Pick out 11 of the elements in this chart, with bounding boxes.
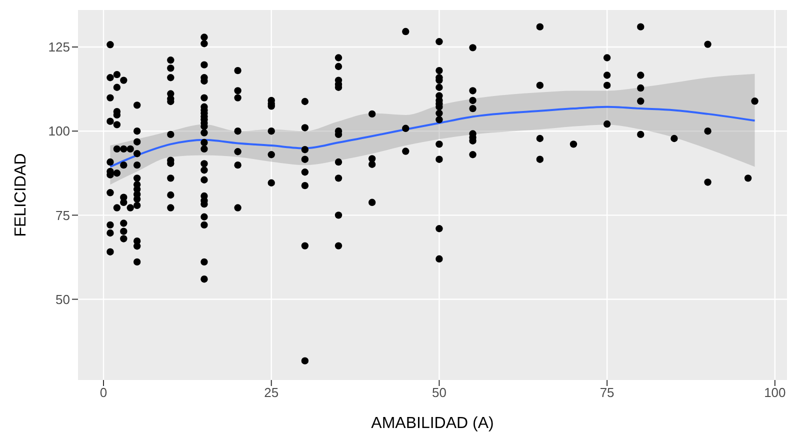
x-tick-label: 0 xyxy=(100,385,108,400)
y-tick-label: 100 xyxy=(48,124,70,139)
x-tick-label: 25 xyxy=(264,385,279,400)
y-tick-label: 75 xyxy=(56,208,70,223)
x-tick-label: 100 xyxy=(764,385,786,400)
x-tick-label: 75 xyxy=(600,385,614,400)
y-tick-label: 125 xyxy=(48,40,70,55)
y-tick-label: 50 xyxy=(56,292,70,307)
x-axis-title: AMABILIDAD (A) xyxy=(371,415,494,432)
x-tick-label: 50 xyxy=(432,385,446,400)
y-axis-title: FELICIDAD xyxy=(12,153,30,237)
